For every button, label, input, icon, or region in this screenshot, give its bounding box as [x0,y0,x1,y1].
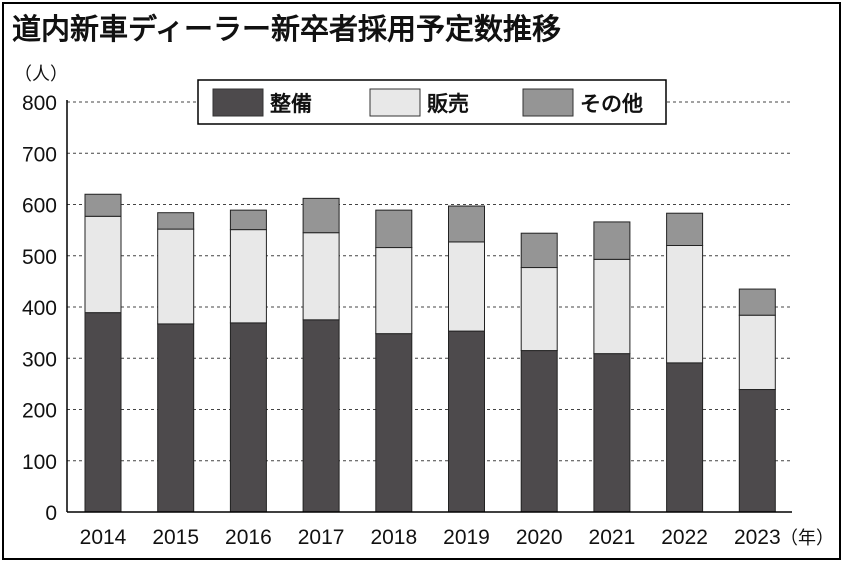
bar-segment-maintenance [593,353,631,513]
axes [66,100,792,513]
bar-segment-sales [302,232,340,321]
bar-segment-maintenance [520,350,558,513]
bar-segment-maintenance [666,362,704,513]
x-tick-label: 2022 [661,526,708,549]
bar-segment-maintenance [375,333,413,513]
y-tick-label: 100 [22,451,57,474]
legend-box [197,79,667,125]
bar-segment-maintenance [84,312,122,513]
y-tick-label: 0 [45,502,57,525]
bar-segment-other [302,197,340,234]
legend-swatch-other [522,88,574,117]
bar-segment-maintenance [738,389,776,513]
chart-title: 道内新車ディーラー新卒者採用予定数推移 [12,12,561,46]
bar-segment-sales [448,241,485,332]
legend-label-sales: 販売 [427,92,469,116]
bar-segment-other [84,193,122,217]
bar-segment-other [666,212,704,246]
legend-swatch-sales [369,88,421,117]
bars [84,193,776,513]
bar-segment-other [593,221,631,260]
bar-segment-sales [666,245,704,364]
y-tick-label: 500 [22,246,57,269]
y-tick-label: 200 [22,400,57,423]
bar-segment-other [520,232,558,269]
x-tick-labels: 2014 2015 2016 2017 2018 2019 2020 2021 2022 2023 [80,526,781,549]
bar-segment-sales [229,229,267,324]
bar-segment-other [738,288,776,316]
legend-swatch-maintenance [212,88,264,117]
bar-segment-sales [84,215,122,314]
bar-segment-maintenance [157,323,195,513]
bar-segment-sales [520,267,558,352]
x-tick-label: 2023 [734,526,781,549]
bar-segment-sales [375,247,413,335]
y-tick-label: 300 [22,348,57,371]
x-tick-label: 2016 [225,526,272,549]
bar-segment-sales [738,314,776,391]
y-tick-label: 400 [22,297,57,320]
x-tick-label: 2018 [370,526,417,549]
x-tick-label: 2017 [298,526,345,549]
bar-segment-maintenance [302,319,340,513]
bar-segment-other [448,205,485,243]
x-axis-unit: （年） [780,528,834,549]
y-tick-label: 800 [22,92,57,115]
legend-label-other: その他 [580,92,643,116]
bar-segment-maintenance [229,322,267,513]
x-tick-label: 2020 [516,526,563,549]
y-tick-label: 600 [22,195,57,218]
bar-segment-other [157,212,195,230]
bar-segment-sales [593,258,631,355]
legend: 整備 販売 その他 [197,79,667,125]
bar-segment-sales [157,228,195,325]
x-tick-label: 2021 [589,526,636,549]
bar-segment-maintenance [448,330,485,513]
x-tick-label: 2015 [152,526,199,549]
y-tick-label: 700 [22,143,57,166]
legend-label-maintenance: 整備 [270,92,312,116]
x-tick-label: 2014 [80,526,127,549]
x-tick-label: 2019 [443,526,490,549]
y-tick-labels: 0 100 200 300 400 500 600 700 800 [22,92,57,525]
bar-segment-other [229,209,267,231]
bar-segment-other [375,209,413,249]
y-axis-unit: （人） [14,64,68,85]
